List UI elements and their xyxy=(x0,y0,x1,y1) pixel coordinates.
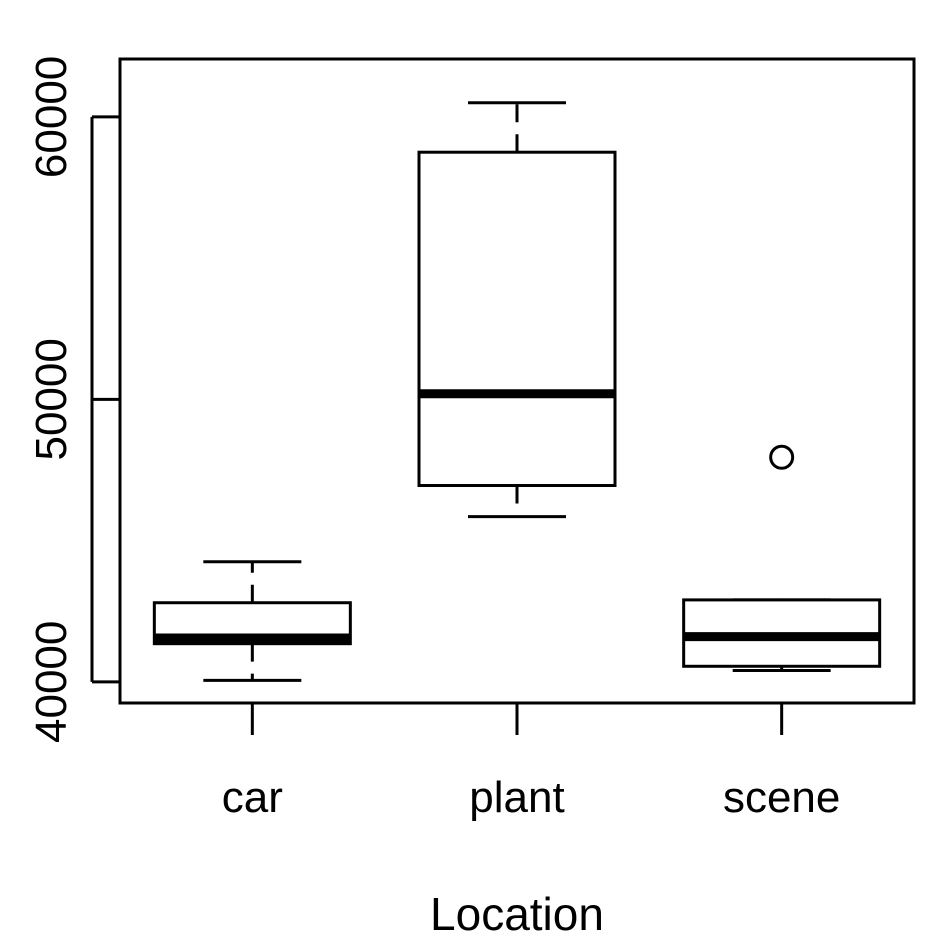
y-tick-label: 60000 xyxy=(27,56,76,178)
box-scene xyxy=(682,444,882,673)
outlier-point xyxy=(769,444,795,470)
x-axis-title: Location xyxy=(430,888,604,940)
x-tick-label: car xyxy=(222,773,283,822)
box-plant xyxy=(417,101,617,519)
y-tick-label: 40000 xyxy=(27,621,76,743)
x-tick-label: scene xyxy=(723,773,840,822)
y-axis: 40000 50000 60000 xyxy=(27,56,120,743)
x-axis: car plant scene xyxy=(222,703,840,822)
x-tick-label: plant xyxy=(469,773,564,822)
y-tick-label: 50000 xyxy=(27,338,76,460)
iqr-box xyxy=(417,150,617,488)
box-car xyxy=(152,560,352,682)
plot-area: 40000 50000 60000 car plant scene xyxy=(27,56,916,822)
